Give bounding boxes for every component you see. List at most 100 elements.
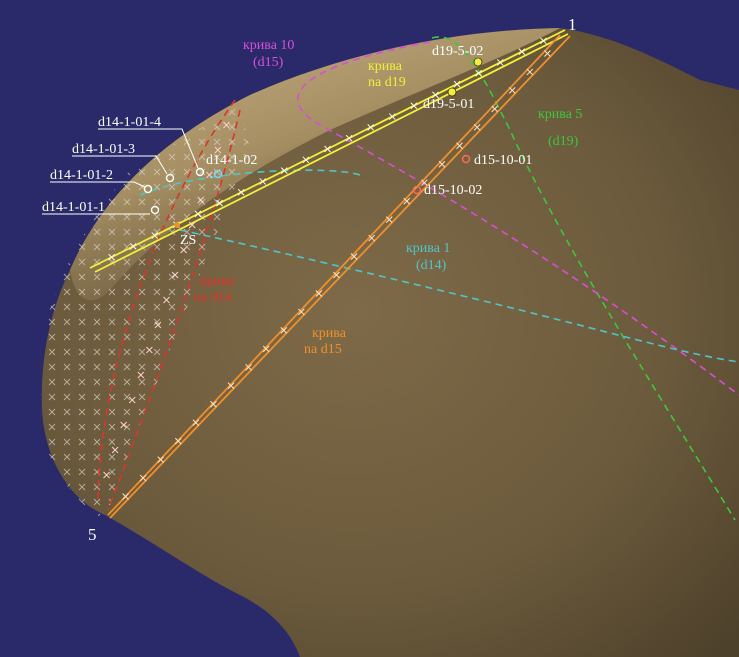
point-5-label: 5	[88, 525, 97, 544]
curve-d15-cross-marker	[139, 474, 147, 482]
curve-10-label: крива 10	[243, 38, 294, 53]
dashed-curves	[97, 36, 739, 521]
curve-d15-cross-marker	[227, 382, 235, 390]
d14-1-01-4-label: d14-1-01-4	[98, 115, 161, 130]
curve-d15-cross-marker	[403, 197, 411, 205]
curve-5-label: крива 5	[538, 107, 582, 122]
curve-d15-cross-marker	[385, 216, 393, 223]
point-markers	[143, 57, 483, 228]
point-d19-5-01	[447, 87, 457, 97]
curve-d19-cross-marker	[237, 188, 245, 196]
curve-d19-cross-marker	[540, 37, 547, 45]
curve-d15-cross-marker	[192, 419, 200, 427]
curve-d14-cross-marker	[214, 146, 222, 154]
curve-d15-cross-marker	[210, 400, 217, 408]
curve-d14-cross-marker	[137, 371, 145, 379]
curve-d14-label: крива	[200, 274, 235, 289]
curve-d19-cross-marker	[108, 253, 115, 261]
curve-d14-sub-label: na d14	[194, 290, 232, 305]
curve-d19-cross-marker	[259, 178, 267, 185]
curve-d15-cross-marker	[262, 345, 270, 353]
curve-d14-cross-marker	[205, 171, 213, 179]
curve-d14-path	[97, 99, 241, 511]
point-d14-1-01-2	[143, 184, 153, 194]
curve-d19-sub-label: na d19	[368, 75, 406, 90]
curve-d15-cross-marker	[122, 493, 129, 500]
curve-d15-cross-marker	[333, 271, 340, 279]
curve-5-path	[431, 36, 736, 521]
curve-10-sub-label: (d15)	[253, 55, 284, 70]
d14-1-01-2-label: d14-1-01-2	[50, 168, 113, 183]
d15-10-02-label: d15-10-02	[424, 183, 482, 198]
curve-d19-cross-marker	[302, 156, 310, 164]
d19-5-02-label: d19-5-02	[432, 44, 483, 59]
curve-d19-cross-marker	[518, 48, 526, 55]
curve-d14-cross-marker	[171, 271, 179, 279]
curve-d15-cross-marker	[491, 105, 499, 113]
curve-d15-cross-marker	[508, 87, 516, 94]
curve-d14-cross-marker	[197, 196, 205, 204]
point-1-label: 1	[568, 15, 577, 34]
point-d19-5-02	[473, 57, 483, 67]
curve-d15-cross-marker	[350, 253, 358, 260]
curve-d15-cross-marker	[157, 456, 165, 463]
zs-label: ZS	[180, 233, 196, 248]
curve-10-path	[297, 41, 739, 396]
curve-d15-cross-marker	[245, 363, 252, 371]
curve-d15-sub-label: na d15	[304, 342, 342, 357]
curve-d15-cross-marker	[456, 142, 463, 150]
curve-d19-cross-marker	[388, 113, 396, 120]
curve-d19-label: крива	[368, 59, 403, 74]
curve-d14-cross-marker	[146, 346, 153, 354]
curve-d19-cross-marker	[453, 80, 461, 88]
curve-d19-cross-marker	[280, 167, 288, 174]
d15-10-01-label: d15-10-01	[474, 153, 532, 168]
curve-d15-cross-marker	[438, 160, 446, 168]
curve-d19-cross-marker	[367, 124, 375, 131]
d14-1-01-3-label: d14-1-01-3	[72, 142, 135, 157]
curve-d15-label: крива	[312, 326, 347, 341]
curve-d19-cross-marker	[324, 145, 331, 153]
label-leaders	[42, 128, 199, 215]
curve-d14-cross-marker	[163, 296, 170, 304]
curve-d14-cross-marker	[103, 471, 110, 479]
curve-d14-cross-marker	[188, 221, 196, 229]
point-d15-10-02	[412, 185, 422, 195]
curve-d19-cross-marker	[194, 210, 202, 218]
d14-1-01-1-label: d14-1-01-1	[42, 200, 105, 215]
curve-d19-cross-marker	[432, 91, 439, 99]
curve-d14-cross-marker	[128, 396, 136, 404]
curve-d15-loop	[107, 34, 571, 519]
point-zs	[174, 222, 180, 228]
point-d14-1-01-4	[195, 167, 205, 177]
d14-1-02-label: d14-1-02	[206, 153, 257, 168]
curve-1-path	[139, 169, 739, 363]
curve-d15-cross-marker	[297, 308, 305, 316]
curve-d15-cross-marker	[421, 179, 428, 187]
curve-1-label: крива 1	[406, 241, 450, 256]
curve-5-sub-label: (d19)	[548, 134, 579, 149]
curve-d19-cross-marker	[410, 102, 418, 110]
curve-d19-cross-marker	[496, 59, 504, 66]
curve-d15-cross-marker	[473, 123, 481, 131]
curve-d14-cross-marker	[154, 321, 162, 329]
curve-d14-cross-marker	[111, 446, 119, 454]
curve-d14-cross-marker	[223, 121, 230, 129]
curve-d15-cross-marker	[368, 234, 376, 242]
point-d15-10-01	[461, 154, 471, 164]
point-d14-1-01-3	[165, 173, 175, 183]
curve-d15-cross-marker	[544, 50, 551, 57]
curve-d15-cross-marker	[174, 437, 182, 445]
curve-d19-cross-marker	[151, 232, 159, 239]
curve-d19-cross-marker	[129, 243, 137, 250]
curve-d15-cross-marker	[280, 327, 288, 334]
d19-5-01-label: d19-5-01	[423, 97, 474, 112]
point-d14-1-02	[213, 169, 223, 179]
curve-1-sub-label: (d14)	[416, 258, 447, 273]
curve-d19-cross-marker	[475, 69, 482, 77]
curve-d15-cross-marker	[315, 290, 323, 297]
point-d14-1-01-1	[150, 205, 160, 215]
curve-d19-cross-marker	[216, 199, 223, 207]
